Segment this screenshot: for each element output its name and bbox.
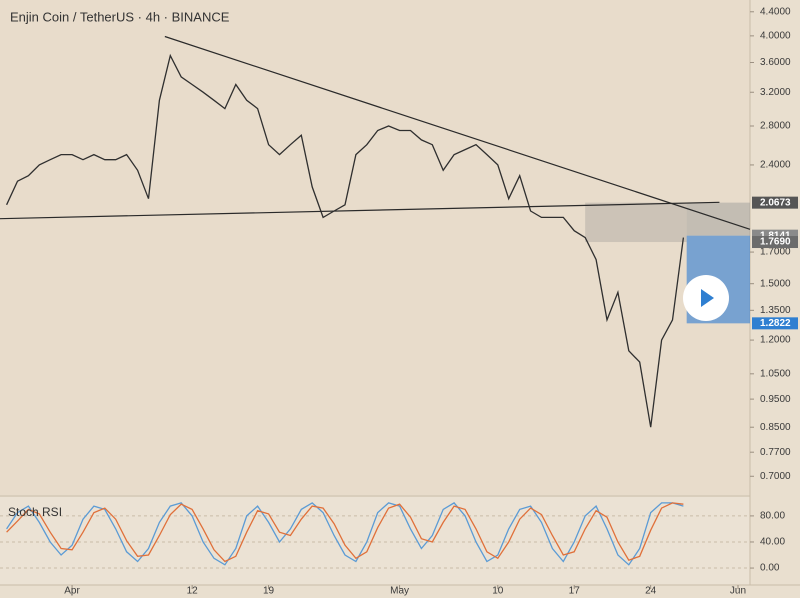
- y-tick-label: 2.4000: [760, 160, 791, 171]
- play-button[interactable]: [683, 275, 729, 321]
- data-line: [6, 502, 684, 563]
- plot: 4.4000 4.0000 3.6000 3.2000 2.8000 2.4000 1.70…: [0, 6, 798, 597]
- trendline: [164, 35, 751, 230]
- y-tick-label: 1.2000: [760, 335, 791, 346]
- y-tick-label: 0.7000: [760, 471, 791, 482]
- data-line: [6, 53, 685, 428]
- x-tick-label: Jun: [730, 586, 746, 597]
- price-label: 1.7690: [760, 237, 791, 248]
- y-tick-label: 1.7000: [760, 247, 791, 258]
- y-tick-label: 2.8000: [760, 121, 791, 132]
- y-tick-label: 3.6000: [760, 57, 791, 68]
- play-icon[interactable]: [701, 289, 714, 307]
- x-tick-label: May: [390, 586, 409, 597]
- data-line: [6, 502, 684, 566]
- zone: [585, 202, 687, 243]
- x-tick-label: 12: [187, 586, 199, 597]
- price-label: 2.0673: [760, 197, 791, 208]
- x-tick-label: 24: [645, 586, 657, 597]
- y-tick-label: 80.00: [760, 511, 785, 522]
- x-tick-label: 19: [263, 586, 275, 597]
- price-label: 1.2822: [760, 318, 791, 329]
- y-tick-label: 0.9500: [760, 394, 791, 405]
- price-pane: [0, 0, 750, 495]
- y-tick-label: 4.0000: [760, 31, 791, 42]
- pane-title: Stoch RSI: [8, 505, 62, 519]
- y-tick-label: 1.0500: [760, 368, 791, 379]
- price-label-box: [752, 196, 798, 209]
- y-tick-label: 3.2000: [760, 87, 791, 98]
- y-tick-label: 0.7700: [760, 447, 791, 458]
- price-label: 1.8141: [760, 230, 791, 241]
- chart-title: Enjin Coin / TetherUS · 4h · BINANCE: [10, 9, 230, 24]
- y-tick-label: 1.3500: [760, 305, 791, 316]
- x-tick-label: 10: [492, 586, 504, 597]
- y-tick-label: 40.00: [760, 537, 785, 548]
- x-tick-label: Apr: [64, 586, 80, 597]
- y-tick-label: 0.00: [760, 563, 780, 574]
- price-label-box: [752, 317, 798, 330]
- y-tick-label: 0.8500: [760, 422, 791, 433]
- y-tick-label: 4.4000: [760, 6, 791, 17]
- indicator-pane: [0, 497, 750, 585]
- trendline: [0, 201, 720, 220]
- price-label-box: [752, 236, 798, 249]
- x-tick-label: 17: [569, 586, 581, 597]
- y-tick-label: 1.5000: [760, 278, 791, 289]
